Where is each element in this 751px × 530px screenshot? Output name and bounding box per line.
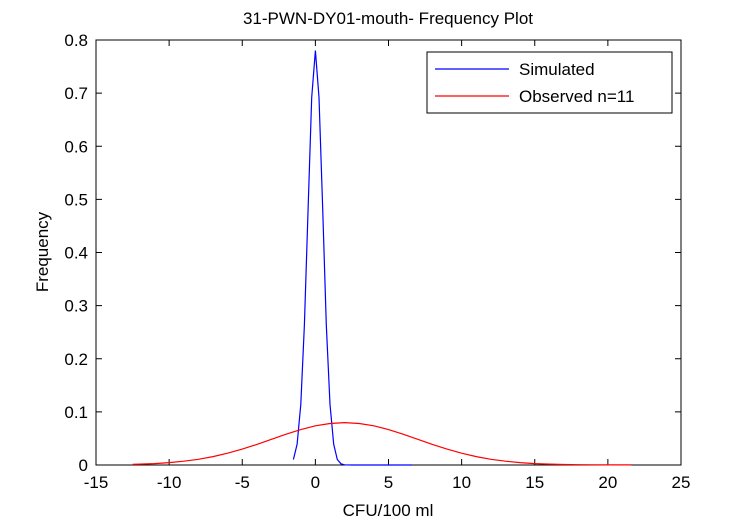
series-line-simulated (292, 50, 412, 466)
x-tick-label: -5 (235, 473, 250, 492)
x-tick-label: 15 (525, 473, 544, 492)
x-tick-label: 0 (311, 473, 320, 492)
y-tick-label: 0 (79, 456, 88, 475)
x-tick-label: -10 (157, 473, 182, 492)
y-tick-label: 0.6 (64, 137, 88, 156)
x-tick-label: 5 (384, 473, 393, 492)
chart-title: 31-PWN-DY01-mouth- Frequency Plot (243, 9, 533, 28)
y-tick-label: 0.8 (64, 31, 88, 50)
y-tick-label: 0.7 (64, 84, 88, 103)
y-tick-label: 0.3 (64, 297, 88, 316)
legend (426, 51, 673, 114)
y-tick-label: 0.1 (64, 403, 88, 422)
y-axis-label: Frequency (33, 211, 52, 292)
x-axis-label: CFU/100 ml (343, 501, 434, 520)
legend-entry: Observed n=11 (519, 87, 634, 106)
legend-entry: Simulated (519, 60, 595, 79)
y-tick-label: 0.2 (64, 350, 88, 369)
x-tick-label: 25 (672, 473, 691, 492)
y-tick-label: 0.4 (64, 244, 88, 263)
plot-area: -15 -10 -5 0 5 10 15 20 25 0 0.1 0.2 0.3 0.4 0.5 0.6 0.7… (64, 31, 690, 492)
x-tick-label: 20 (598, 473, 617, 492)
y-tick-label: 0.5 (64, 190, 88, 209)
series-line-observed-n-11 (132, 421, 632, 466)
x-tick-label: -15 (84, 473, 109, 492)
x-tick-label: 10 (452, 473, 471, 492)
